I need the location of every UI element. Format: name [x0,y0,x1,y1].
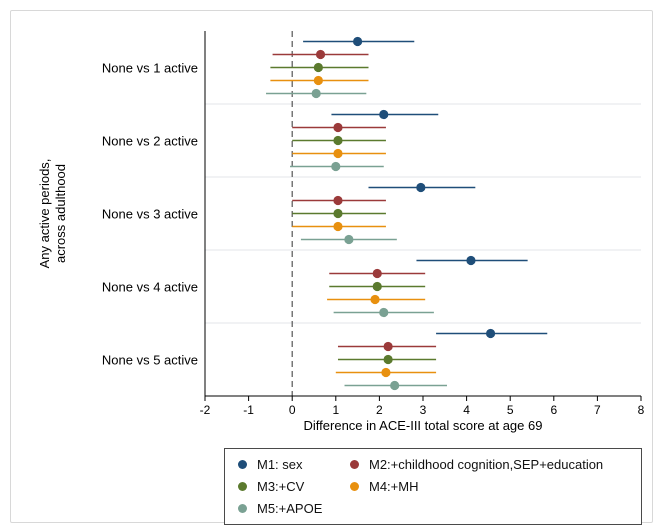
point-estimate [353,36,363,47]
point-estimate [333,148,343,159]
legend-item: M3:+CV [238,479,304,494]
x-tick-label: 0 [289,403,296,417]
x-tick-label: 8 [638,403,645,417]
point-estimate [416,182,426,193]
point-estimate [485,328,496,339]
x-tick-label: 3 [420,403,427,417]
y-axis-label: Any active periods,across adulthood [37,159,68,269]
series-marks [266,36,548,391]
x-tick-label: -2 [200,403,211,417]
legend-item: M4:+MH [350,479,418,494]
legend-label: M4:+MH [369,479,419,494]
point-estimate [315,49,326,60]
point-estimate [379,307,389,318]
point-estimate [333,221,343,232]
point-estimate [311,88,321,99]
point-estimate [381,367,391,378]
legend-item: M1: sex [238,457,303,472]
y-axis-label-line: across adulthood [53,164,68,263]
legend-item: M2:+childhood cognition,SEP+education [350,457,603,472]
legend-item: M5:+APOE [238,501,322,516]
point-estimate [313,75,323,86]
legend-marker [350,482,359,491]
group-separators [205,103,641,324]
forest-plot: None vs 1 active None vs 2 active None vs … [37,31,645,433]
point-estimate [372,268,382,279]
point-estimate [390,380,400,391]
x-axis: -2 -1 0 1 2 3 4 5 6 7 8 [200,395,645,417]
point-estimate [333,195,343,206]
x-axis-label: Difference in ACE-III total score at age… [304,418,543,433]
y-tick-label: None vs 4 active [102,280,198,295]
point-estimate [344,234,354,245]
y-tick-label: None vs 5 active [102,353,198,368]
legend-marker [238,482,247,491]
legend-label: M2:+childhood cognition,SEP+education [369,457,604,472]
point-estimate [383,354,393,365]
x-tick-label: 4 [463,403,470,417]
y-tick-label: None vs 3 active [102,207,198,222]
legend-label: M5:+APOE [257,501,323,516]
legend-label: M1: sex [257,457,303,472]
x-tick-label: 2 [376,403,383,417]
point-estimate [313,62,323,73]
chart-frame: None vs 1 active None vs 2 active None vs … [10,10,653,525]
y-tick-label: None vs 1 active [102,61,198,76]
point-estimate [370,294,380,305]
x-tick-label: 1 [332,403,339,417]
point-estimate [466,255,476,266]
point-estimate [333,122,343,133]
point-estimate [333,135,343,146]
legend-marker [238,504,247,513]
legend-label: M3:+CV [257,479,305,494]
legend-marker [238,460,247,469]
point-estimate [331,161,341,172]
x-tick-label: 6 [550,403,557,417]
point-estimate [372,281,382,292]
point-estimate [383,341,393,352]
point-estimate [379,109,389,120]
x-tick-label: -1 [243,403,254,417]
x-tick-label: 5 [507,403,514,417]
point-estimate [333,208,343,219]
legend: M1: sex M2:+childhood cognition,SEP+educa… [224,448,642,525]
y-tick-label: None vs 2 active [102,134,198,149]
y-axis-label-line: Any active periods, [37,159,52,269]
legend-marker [350,460,359,469]
x-tick-label: 7 [594,403,601,417]
y-axis: None vs 1 active None vs 2 active None vs … [102,31,206,396]
